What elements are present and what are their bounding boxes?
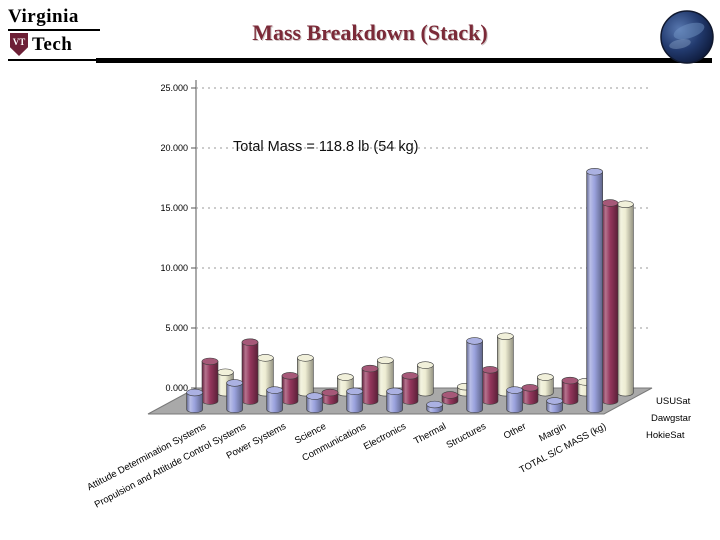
bar-top-dawgstar-7 (481, 366, 499, 374)
bar-top-ususat-3 (337, 373, 354, 381)
bar-top-dawgstar-1 (241, 338, 259, 346)
bar-hokiesat-7 (466, 340, 483, 413)
y-axis-tick-label: 25.000 (160, 83, 188, 93)
y-axis-tick-label: 10.000 (160, 263, 188, 273)
title-rule (96, 58, 712, 63)
bar-top-hokiesat-5 (386, 387, 403, 396)
bar-top-ususat-2 (297, 354, 314, 362)
bar-top-dawgstar-6 (441, 391, 459, 399)
bar-top-ususat-8 (537, 373, 554, 381)
total-mass-annotation: Total Mass = 118.8 lb (54 kg) (233, 139, 419, 155)
category-label: Margin (537, 421, 568, 444)
slide-title: Mass Breakdown (Stack) (252, 20, 488, 45)
bar-top-ususat-5 (417, 361, 434, 369)
y-axis-tick-label: 20.000 (160, 143, 188, 153)
bar-top-ususat-0 (217, 368, 234, 376)
bar-top-hokiesat-1 (226, 379, 243, 387)
bar-hokiesat-0 (186, 392, 203, 413)
series-axis-label: USUSat (656, 396, 691, 407)
bar-hokiesat-1 (226, 382, 243, 413)
bar-top-hokiesat-8 (506, 386, 523, 394)
bar-hokiesat-8 (506, 389, 523, 413)
category-label: Electronics (362, 421, 408, 453)
bar-top-hokiesat-7 (466, 337, 483, 345)
bar-hokiesat-3 (306, 395, 323, 413)
bar-dawgstar-0 (201, 361, 219, 405)
bar-top-dawgstar-3 (321, 388, 339, 397)
bar-top-dawgstar-2 (281, 372, 299, 380)
y-axis-tick-label: 0.000 (165, 383, 188, 393)
bar-ususat-5 (417, 364, 434, 397)
bar-top-dawgstar-5 (401, 372, 419, 380)
bar-hokiesat-10 (586, 171, 603, 413)
vt-shield-icon: VT (10, 33, 28, 56)
bar-hokiesat-5 (386, 391, 403, 413)
vt-monogram: VT (12, 37, 26, 47)
vt-wordmark-tech: Tech (32, 33, 73, 55)
category-label: Propulsion and Attitude Control Systems (93, 421, 249, 511)
bar-dawgstar-1 (241, 341, 259, 405)
series-axis-label: HokieSat (646, 430, 685, 441)
bar-top-hokiesat-9 (546, 397, 563, 405)
bar-top-dawgstar-8 (521, 384, 539, 392)
vt-wordmark-virginia: Virginia (8, 6, 100, 31)
bar-dawgstar-10 (601, 202, 619, 405)
bar-top-ususat-7 (497, 332, 514, 340)
y-axis-tick-label: 5.000 (165, 323, 188, 333)
bar-top-hokiesat-4 (346, 387, 363, 396)
bar-top-dawgstar-9 (561, 376, 579, 385)
bar-hokiesat-2 (266, 389, 283, 413)
earth-seal-icon (660, 10, 714, 64)
bar-top-dawgstar-4 (361, 364, 379, 373)
bar-hokiesat-4 (346, 391, 363, 413)
series-axis-label: Dawgstar (651, 413, 691, 424)
bar-ususat-10 (617, 203, 634, 397)
category-label: Thermal (412, 421, 448, 447)
bar-dawgstar-7 (481, 369, 499, 405)
bar-dawgstar-4 (361, 368, 379, 405)
bar-top-hokiesat-0 (186, 388, 203, 397)
bar-top-hokiesat-2 (266, 386, 283, 394)
bar-top-hokiesat-6 (426, 400, 443, 409)
bar-ususat-2 (297, 357, 314, 397)
category-label: Other (502, 421, 528, 442)
bar-top-ususat-1 (257, 354, 274, 362)
virginia-tech-logo: Virginia VT Tech (8, 6, 100, 61)
y-axis-tick-label: 15.000 (160, 203, 188, 213)
bar-top-ususat-10 (617, 200, 634, 208)
bar-top-hokiesat-10 (586, 168, 603, 176)
bar-top-dawgstar-0 (201, 357, 219, 366)
bar-dawgstar-5 (401, 375, 419, 405)
category-label: Structures (445, 421, 489, 451)
bar-dawgstar-2 (281, 375, 299, 405)
bar-top-dawgstar-10 (601, 199, 619, 207)
bar-top-ususat-4 (377, 356, 394, 364)
bar-top-hokiesat-3 (306, 392, 323, 400)
